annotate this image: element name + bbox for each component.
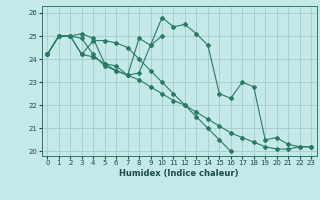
X-axis label: Humidex (Indice chaleur): Humidex (Indice chaleur) [119, 169, 239, 178]
